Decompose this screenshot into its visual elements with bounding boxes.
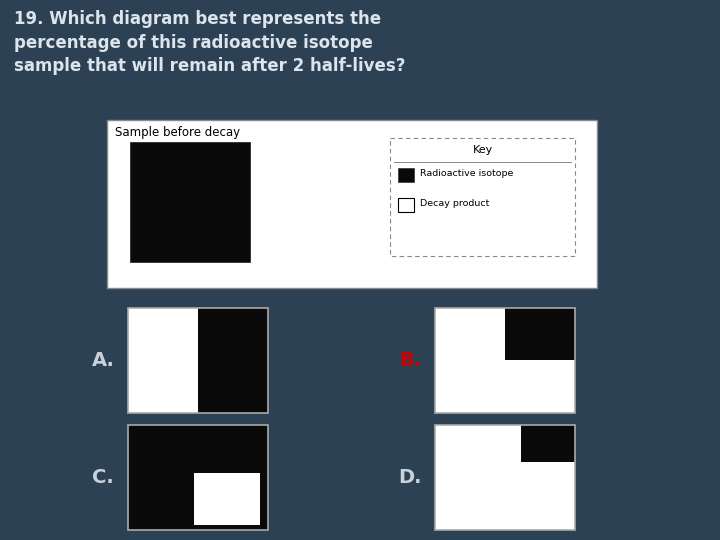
Text: A.: A. bbox=[91, 351, 114, 370]
Bar bbox=[198, 308, 268, 413]
Bar bbox=[398, 198, 414, 212]
Bar bbox=[128, 425, 268, 530]
Text: Sample before decay: Sample before decay bbox=[115, 126, 240, 139]
Text: Key: Key bbox=[472, 145, 492, 155]
Text: 19. Which diagram best represents the
percentage of this radioactive isotope
sam: 19. Which diagram best represents the pe… bbox=[14, 10, 405, 75]
Bar bbox=[130, 142, 250, 262]
Bar bbox=[521, 425, 575, 462]
Bar bbox=[128, 308, 268, 413]
Bar bbox=[128, 425, 268, 530]
Bar bbox=[128, 425, 268, 530]
Text: C.: C. bbox=[92, 468, 114, 487]
Bar bbox=[435, 308, 575, 413]
Bar bbox=[435, 425, 575, 530]
Bar bbox=[505, 308, 575, 360]
Bar bbox=[390, 138, 575, 256]
Text: D.: D. bbox=[398, 468, 422, 487]
Bar bbox=[435, 308, 575, 413]
Bar bbox=[128, 308, 268, 413]
Bar bbox=[398, 168, 414, 182]
Bar bbox=[107, 120, 597, 288]
Text: Radioactive isotope: Radioactive isotope bbox=[420, 169, 513, 178]
Text: Decay product: Decay product bbox=[420, 199, 490, 208]
Bar bbox=[194, 473, 260, 525]
Bar bbox=[435, 425, 575, 530]
Text: B.: B. bbox=[399, 351, 421, 370]
